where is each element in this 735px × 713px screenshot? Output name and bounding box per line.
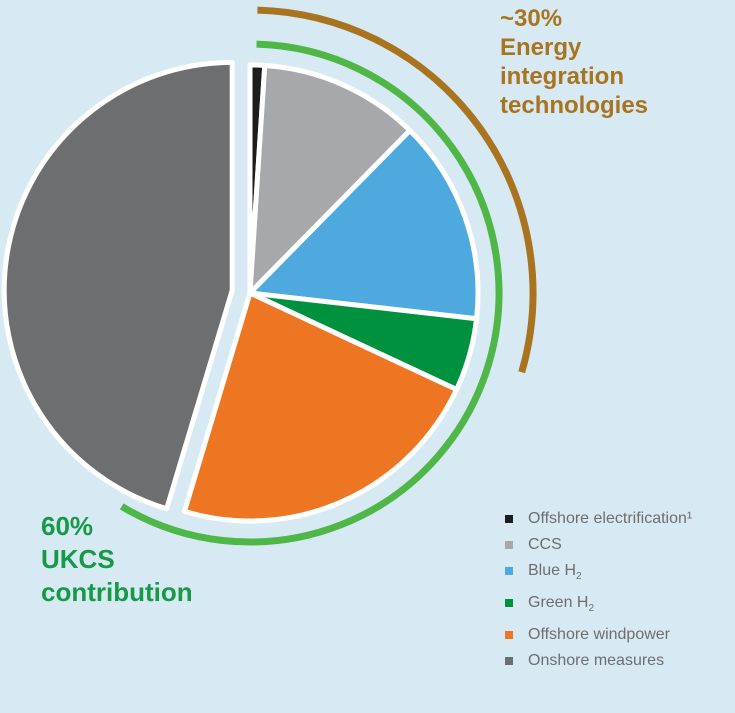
legend-swatch — [505, 599, 513, 608]
legend-swatch — [505, 515, 513, 523]
energy-integration-callout: ~30% Energy integration technologies — [500, 4, 648, 120]
pie-slice-offshore-windpower — [181, 290, 460, 524]
callout-line: technologies — [500, 92, 649, 119]
ukcs-contribution-callout: 60% UKCS contribution — [41, 510, 193, 609]
legend-item-offshore-electrification: Offshore electrification¹ — [505, 510, 692, 527]
legend-item-ccs: CCS — [505, 536, 692, 553]
callout-line: integration — [500, 63, 624, 90]
callout-line: 60% — [41, 511, 94, 541]
pie-slice-ccs — [247, 62, 413, 296]
callout-line: ~30% — [500, 5, 563, 32]
legend-label: Green H2 — [528, 594, 595, 615]
legend-label: Offshore electrification¹ — [528, 510, 693, 527]
legend-swatch — [505, 541, 513, 549]
legend-label: Onshore measures — [528, 652, 665, 670]
legend-label: CCS — [528, 536, 562, 553]
legend-item-onshore-measures: Onshore measures — [505, 652, 692, 669]
legend-item-offshore-windpower: Offshore windpower — [505, 626, 692, 643]
callout-line: Energy — [500, 34, 582, 61]
callout-line: UKCS — [41, 544, 115, 574]
legend-swatch — [505, 567, 513, 575]
legend-label: Offshore windpower — [528, 626, 670, 644]
pie-slice-blue-h — [247, 127, 481, 322]
arc-energy-integration-technologies — [257, 6, 537, 374]
pie-slice-onshore-measures — [1, 59, 235, 512]
legend-item-blue-h2: Blue H2 — [505, 562, 692, 585]
chart-legend: Offshore electrification¹ CCS Blue H2 Gr… — [505, 510, 692, 678]
legend-swatch — [505, 631, 513, 640]
arc-ukcs-contribution — [119, 40, 503, 546]
callout-line: contribution — [41, 577, 193, 607]
legend-item-green-h2: Green H2 — [505, 594, 692, 617]
legend-label: Blue H2 — [528, 562, 582, 583]
legend-swatch — [505, 657, 513, 666]
